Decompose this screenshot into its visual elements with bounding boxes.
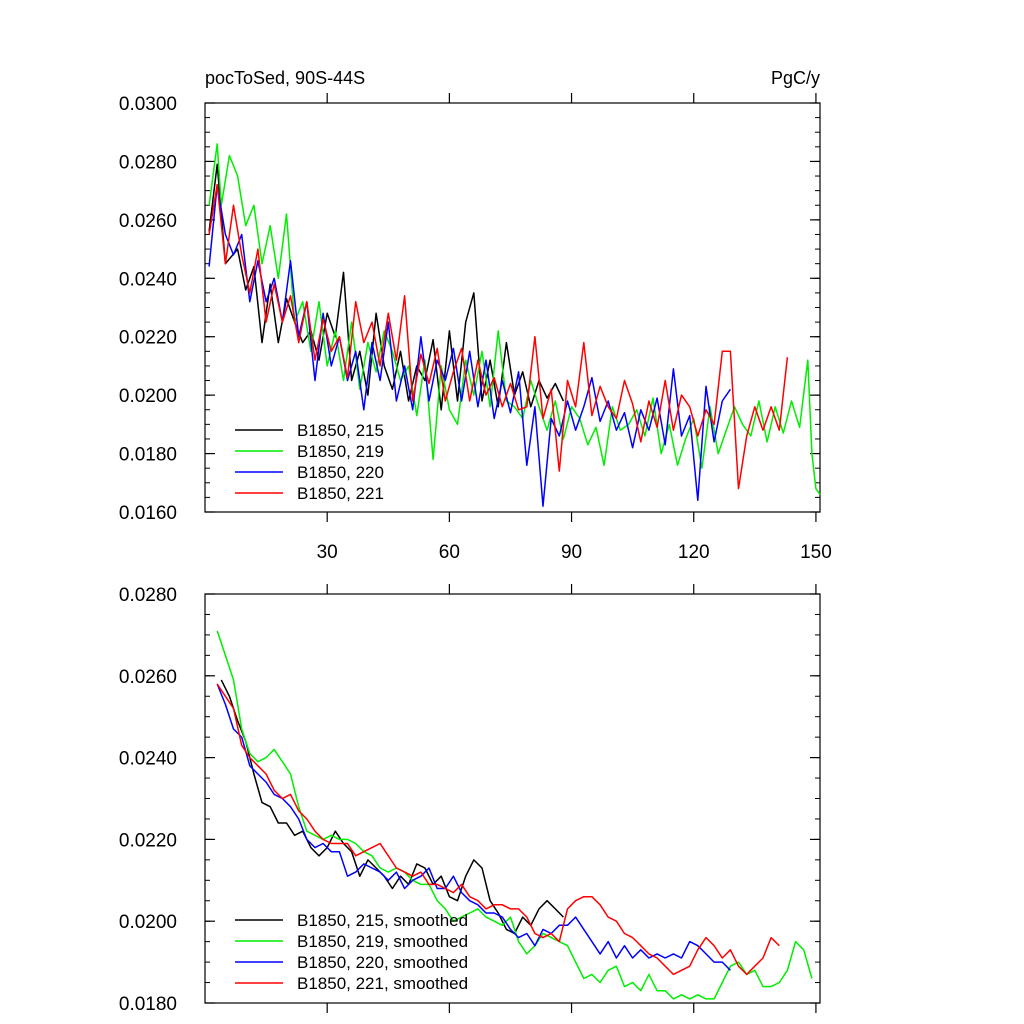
series-line — [208, 184, 789, 490]
legend-label: B1850, 219 — [297, 442, 384, 461]
x-tick-label: 30 — [317, 542, 338, 563]
y-tick-label: 0.0240 — [119, 269, 177, 290]
x-tick-label: 90 — [561, 542, 582, 563]
y-tick-label: 0.0180 — [119, 994, 177, 1015]
units-label: PgC/y — [771, 68, 820, 88]
y-tick-label: 0.0260 — [119, 667, 177, 688]
y-tick-label: 0.0240 — [119, 749, 177, 770]
y-tick-label: 0.0300 — [119, 94, 177, 115]
series-line — [220, 679, 564, 935]
legend-label: B1850, 219, smoothed — [297, 932, 468, 951]
legend-label: B1850, 215, smoothed — [297, 911, 468, 930]
series-line — [208, 184, 732, 507]
y-tick-label: 0.0260 — [119, 211, 177, 232]
legend-label: B1850, 220 — [297, 463, 384, 482]
y-tick-label: 0.0280 — [119, 585, 177, 606]
bottom-panel: 0.0280 0.0260 0.0240 0.0220 0.0200 0.0180 B185… — [119, 584, 821, 1015]
series-line — [208, 143, 821, 495]
y-tick-label: 0.0280 — [119, 152, 177, 173]
y-tick-label: 0.0200 — [119, 386, 177, 407]
y-tick-label: 0.0220 — [119, 328, 177, 349]
x-tick-label: 60 — [439, 542, 460, 563]
legend-label: B1850, 220, smoothed — [297, 953, 468, 972]
x-tick-label: 120 — [678, 542, 710, 563]
legend-label: B1850, 221, smoothed — [297, 974, 468, 993]
y-tick-label: 0.0180 — [119, 445, 177, 466]
x-tick-label: 150 — [800, 542, 832, 563]
series-line — [216, 683, 731, 971]
legend-label: B1850, 215 — [297, 421, 384, 440]
y-tick-label: 0.0200 — [119, 912, 177, 933]
legend-label: B1850, 221 — [297, 484, 384, 503]
top-panel: pocToSed, 90S-44S PgC/y 0.0300 0.0280 0.02… — [119, 68, 832, 563]
series-line — [216, 630, 813, 1000]
chart-title: pocToSed, 90S-44S — [205, 68, 365, 88]
series-line — [216, 683, 780, 976]
y-tick-label: 0.0160 — [119, 503, 177, 524]
y-tick-label: 0.0220 — [119, 830, 177, 851]
